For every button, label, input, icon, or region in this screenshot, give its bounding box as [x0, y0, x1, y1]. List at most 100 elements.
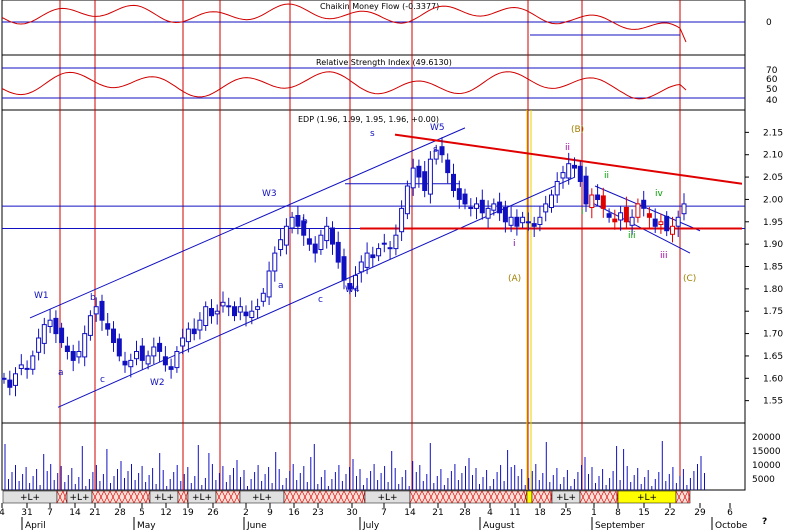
- day-tick-label: 28: [459, 508, 471, 518]
- signal-hatch: [469, 490, 477, 504]
- candle-body: [566, 163, 572, 179]
- candle-body: [237, 306, 243, 313]
- wave-label: W4: [345, 285, 360, 295]
- volume-tick-label: 5000: [752, 475, 775, 485]
- day-tick-label: 15: [638, 508, 649, 518]
- candle-body: [13, 373, 18, 386]
- wave-label: b: [302, 217, 308, 227]
- signal-hatch: [183, 490, 189, 504]
- signal-hatch: [493, 490, 501, 504]
- candle-body: [278, 239, 284, 250]
- candle-body: [24, 367, 30, 370]
- candle-body: [214, 310, 220, 315]
- candle-body: [36, 337, 42, 353]
- candle-body: [295, 215, 301, 227]
- candle-body: [353, 274, 358, 290]
- day-tick-label: 19: [182, 508, 194, 518]
- wave-label: ii: [565, 143, 570, 153]
- signal-label: +L+: [192, 493, 212, 503]
- wave-label: ii: [604, 171, 609, 181]
- day-tick-label: 30: [346, 508, 358, 518]
- day-tick-label: 23: [312, 508, 323, 518]
- day-tick-label: 21: [432, 508, 443, 518]
- wave-label: i: [513, 239, 516, 249]
- wave-label: i: [581, 207, 584, 217]
- candle-body: [560, 172, 566, 179]
- signal-label: +L+: [556, 493, 576, 503]
- wave-label: b: [90, 293, 96, 303]
- signal-hatch: [615, 490, 619, 504]
- candle-body: [174, 351, 180, 369]
- candle-body: [646, 213, 652, 218]
- candle-body: [595, 194, 601, 200]
- signal-hatch: [355, 490, 363, 504]
- trend-channel-upper: [29, 127, 466, 319]
- signal-hatch: [343, 490, 351, 504]
- candle-body: [203, 306, 209, 327]
- signal-hatch: [427, 490, 435, 504]
- signal-hatch: [531, 490, 539, 504]
- signal-hatch: [295, 490, 303, 504]
- candle-body: [618, 212, 624, 221]
- price-tick-label: 1.70: [763, 330, 783, 340]
- signal-segment: [409, 490, 528, 504]
- signal-hatch: [415, 490, 423, 504]
- candle-body: [87, 315, 93, 336]
- candle-body: [162, 356, 168, 366]
- candle-body: [301, 220, 307, 236]
- candle-body: [330, 227, 335, 245]
- candle-body: [508, 216, 514, 226]
- candle-body: [30, 355, 36, 370]
- signal-hatch: [361, 490, 366, 504]
- day-tick-label: 31: [21, 508, 32, 518]
- signal-hatch: [227, 490, 235, 504]
- candle-body: [243, 311, 249, 317]
- day-tick-label: 9: [267, 508, 273, 518]
- candle-body: [537, 216, 543, 226]
- trend-channel-wedge: [594, 185, 701, 232]
- price-tick-label: 1.85: [763, 263, 783, 273]
- candle-body: [318, 234, 324, 250]
- candle-body: [520, 216, 526, 224]
- day-tick-label: 12: [160, 508, 171, 518]
- month-label: Octobe: [715, 521, 748, 531]
- signal-hatch: [139, 490, 147, 504]
- candle-body: [370, 254, 376, 259]
- signal-hatch: [433, 490, 441, 504]
- candle-body: [416, 165, 422, 178]
- rsi-tick-label: 40: [766, 96, 778, 106]
- candle-body: [658, 221, 664, 226]
- cmf-title: Chaikin Money Flow (-0.3377): [320, 2, 439, 11]
- candle-body: [93, 306, 99, 315]
- candle-body: [145, 355, 151, 365]
- signal-hatch: [91, 490, 99, 504]
- signal-hatch: [319, 490, 327, 504]
- month-label: May: [137, 521, 156, 531]
- day-tick-label: 25: [560, 508, 571, 518]
- price-tick-label: 2.10: [763, 151, 783, 161]
- signal-hatch: [517, 490, 525, 504]
- candle-body: [583, 175, 589, 205]
- candle-body: [445, 159, 451, 174]
- signal-hatch: [523, 490, 528, 504]
- candle-body: [255, 306, 261, 310]
- signal-segment: [526, 490, 533, 504]
- signal-hatch: [603, 490, 611, 504]
- signal-hatch: [681, 490, 689, 504]
- candle-body: [289, 216, 295, 229]
- signal-hatch: [421, 490, 429, 504]
- day-tick-label: 14: [69, 508, 81, 518]
- signal-hatch: [487, 490, 495, 504]
- candle-body: [681, 203, 687, 215]
- candle-body: [249, 310, 255, 319]
- candle-body: [364, 252, 370, 268]
- candle-body: [82, 333, 88, 358]
- volume-tick-label: 15000: [752, 447, 781, 457]
- candle-body: [387, 247, 393, 250]
- signal-hatch: [109, 490, 117, 504]
- candle-body: [479, 199, 485, 214]
- help-mark: ?: [762, 517, 767, 527]
- signal-hatch: [289, 490, 297, 504]
- day-tick-label: 29: [694, 508, 706, 518]
- signal-hatch: [475, 490, 483, 504]
